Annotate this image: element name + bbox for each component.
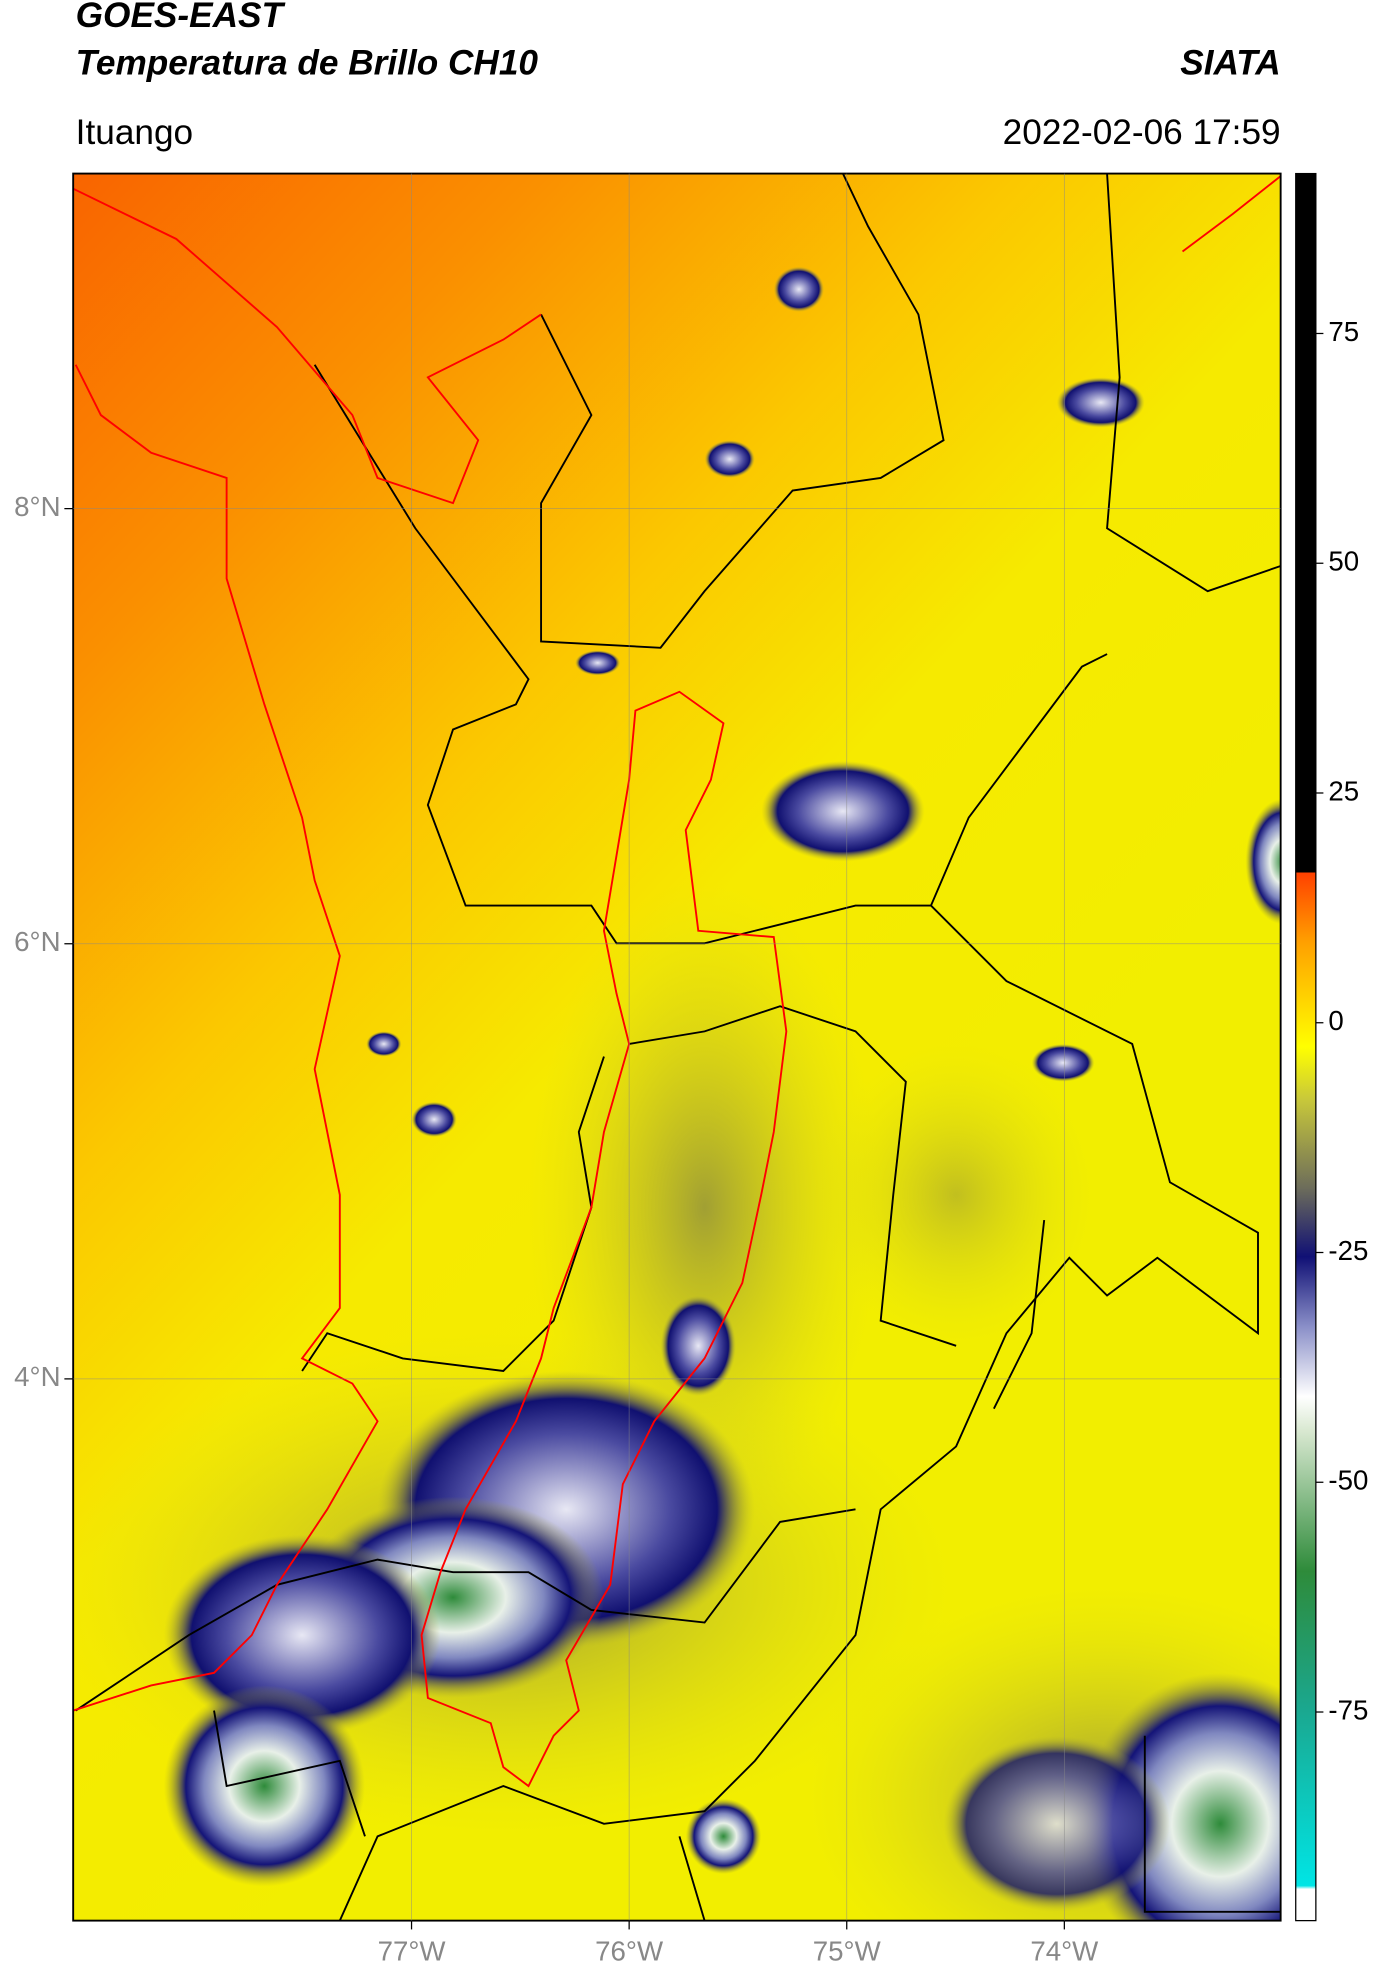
colorbar-tick-label: -25 <box>1328 1235 1368 1266</box>
colorbar-tick-label: 50 <box>1328 546 1359 577</box>
x-tick-label: 75°W <box>813 1936 882 1967</box>
colorbar <box>1295 172 1317 1922</box>
x-tick-label: 74°W <box>1030 1936 1099 1967</box>
colorbar-tick-label: -75 <box>1328 1694 1368 1725</box>
subtitle: Temperatura de Brillo CH10 <box>76 44 539 83</box>
x-tick-label: 76°W <box>595 1936 664 1967</box>
brand: SIATA <box>1180 44 1280 83</box>
title: GOES-EAST <box>76 0 286 35</box>
colorbar-tick-label: 25 <box>1328 775 1359 806</box>
colorbar-tick-label: 75 <box>1328 316 1359 347</box>
colorbar-tick-label: -50 <box>1328 1465 1368 1496</box>
datetime: 2022-02-06 17:59 <box>1003 113 1281 152</box>
y-tick-label: 4°N <box>14 1361 60 1392</box>
y-tick-label: 8°N <box>14 491 60 522</box>
y-tick-label: 6°N <box>14 926 60 957</box>
map-frame <box>72 172 1282 1922</box>
place: Ituango <box>76 113 193 152</box>
colorbar-tick-label: 0 <box>1328 1005 1343 1036</box>
x-tick-label: 77°W <box>378 1936 447 1967</box>
map-image <box>73 173 1281 1921</box>
